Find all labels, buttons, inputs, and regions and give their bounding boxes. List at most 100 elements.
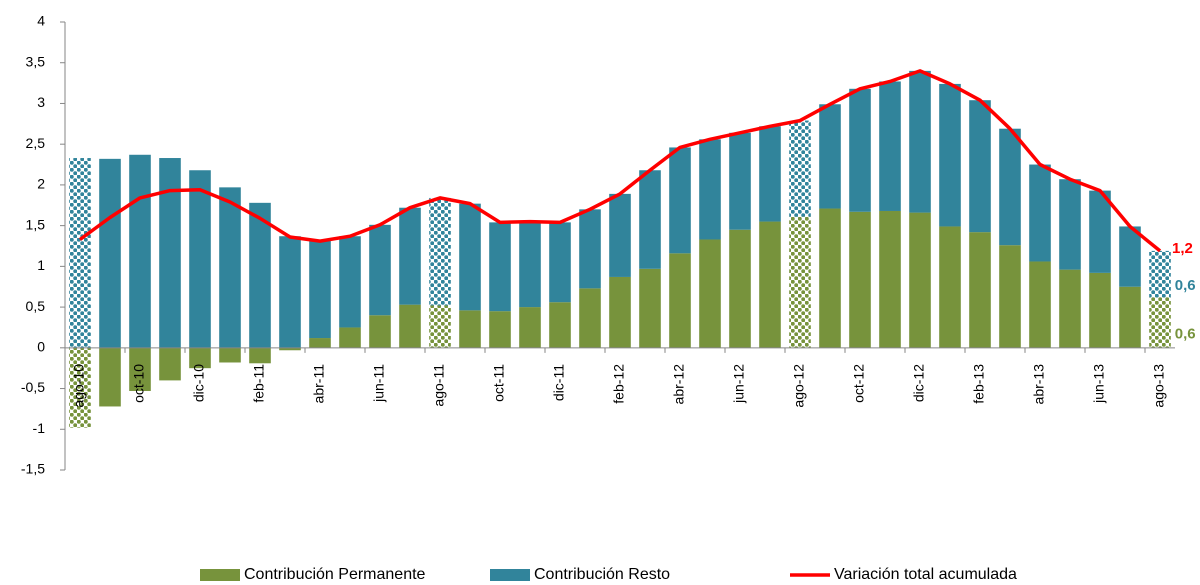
- bar: [309, 338, 331, 348]
- y-tick-label: 2,5: [26, 135, 46, 151]
- bar: [489, 222, 511, 312]
- legend-label: Contribución Resto: [534, 566, 670, 583]
- x-tick-label: abr-12: [671, 364, 687, 405]
- x-tick-label: jun-12: [731, 364, 747, 404]
- bar: [579, 288, 601, 348]
- x-tick-label: oct-10: [131, 364, 147, 403]
- x-tick-label: dic-11: [551, 364, 567, 401]
- bar: [1119, 226, 1141, 287]
- bar: [969, 232, 991, 348]
- bar: [699, 139, 721, 240]
- bar: [969, 100, 991, 233]
- y-tick-label: 3: [37, 94, 45, 110]
- bar: [159, 347, 181, 381]
- y-tick-label: 2: [37, 176, 45, 192]
- bar: [789, 216, 811, 348]
- bar: [219, 187, 241, 348]
- bar: [1029, 164, 1051, 262]
- bar: [1059, 269, 1081, 348]
- bar: [669, 147, 691, 254]
- y-tick-label: -0,5: [21, 379, 45, 395]
- x-tick-label: feb-11: [251, 364, 267, 403]
- x-tick-label: feb-13: [971, 364, 987, 404]
- x-tick-label: ago-13: [1151, 364, 1167, 408]
- bar: [879, 210, 901, 348]
- bar: [99, 347, 121, 407]
- bar: [99, 158, 121, 348]
- bar: [399, 304, 421, 348]
- bar: [639, 268, 661, 348]
- bar: [369, 315, 391, 348]
- bar: [789, 120, 811, 217]
- bar: [669, 253, 691, 348]
- data-label: 1,2: [1172, 240, 1193, 257]
- bar: [639, 170, 661, 269]
- bar: [819, 208, 841, 348]
- bar: [309, 240, 331, 339]
- bar: [189, 347, 211, 369]
- bar: [729, 132, 751, 230]
- bar: [1059, 179, 1081, 270]
- bar: [549, 302, 571, 348]
- legend-label: Variación total acumulada: [834, 566, 1017, 583]
- bar: [729, 229, 751, 348]
- bar: [609, 193, 631, 277]
- bar: [399, 207, 421, 305]
- bar: [279, 347, 301, 351]
- bar: [1089, 190, 1111, 273]
- bar: [339, 327, 361, 348]
- x-tick-label: oct-12: [851, 364, 867, 403]
- bar: [219, 347, 241, 363]
- y-tick-label: 1,5: [26, 216, 46, 232]
- x-tick-label: feb-12: [611, 364, 627, 404]
- y-tick-label: -1: [33, 420, 46, 436]
- bar: [429, 197, 451, 306]
- bar: [699, 239, 721, 348]
- bar: [339, 236, 361, 328]
- x-tick-label: dic-10: [191, 364, 207, 402]
- bar: [159, 158, 181, 348]
- bar: [909, 70, 931, 213]
- bar: [879, 81, 901, 211]
- bar: [459, 310, 481, 348]
- y-tick-label: 3,5: [26, 53, 46, 69]
- bar: [69, 158, 91, 348]
- x-tick-label: abr-11: [311, 364, 327, 404]
- bar: [999, 128, 1021, 246]
- line: [78, 69, 1162, 253]
- bar: [999, 245, 1021, 348]
- bar: [249, 347, 271, 364]
- y-tick-label: 1: [37, 257, 45, 273]
- bar: [1149, 250, 1171, 298]
- legend-swatch: [200, 569, 240, 581]
- legend-swatch: [490, 569, 530, 581]
- bar: [819, 104, 841, 209]
- bar: [279, 236, 301, 348]
- bar: [849, 211, 871, 348]
- y-tick-label: -1,5: [21, 461, 45, 477]
- bar: [759, 221, 781, 348]
- bar: [429, 305, 451, 348]
- bar: [1029, 261, 1051, 348]
- x-tick-label: ago-10: [71, 364, 87, 408]
- bar: [849, 88, 871, 212]
- bar: [369, 224, 391, 316]
- bar: [549, 222, 571, 303]
- y-tick-label: 0,5: [26, 298, 46, 314]
- bar: [69, 347, 91, 428]
- x-tick-label: jun-13: [1091, 364, 1107, 404]
- bar: [1119, 286, 1141, 348]
- bar: [189, 170, 211, 348]
- y-tick-label: 4: [37, 13, 45, 29]
- data-label: 0,6: [1175, 277, 1196, 294]
- bar: [939, 83, 961, 227]
- x-tick-label: abr-13: [1031, 364, 1047, 405]
- bar: [1089, 272, 1111, 348]
- x-tick-label: ago-12: [791, 364, 807, 408]
- bar: [129, 154, 151, 348]
- data-label: 0,6: [1175, 326, 1196, 343]
- bar: [909, 212, 931, 348]
- bar: [489, 311, 511, 348]
- y-tick-label: 0: [37, 339, 45, 355]
